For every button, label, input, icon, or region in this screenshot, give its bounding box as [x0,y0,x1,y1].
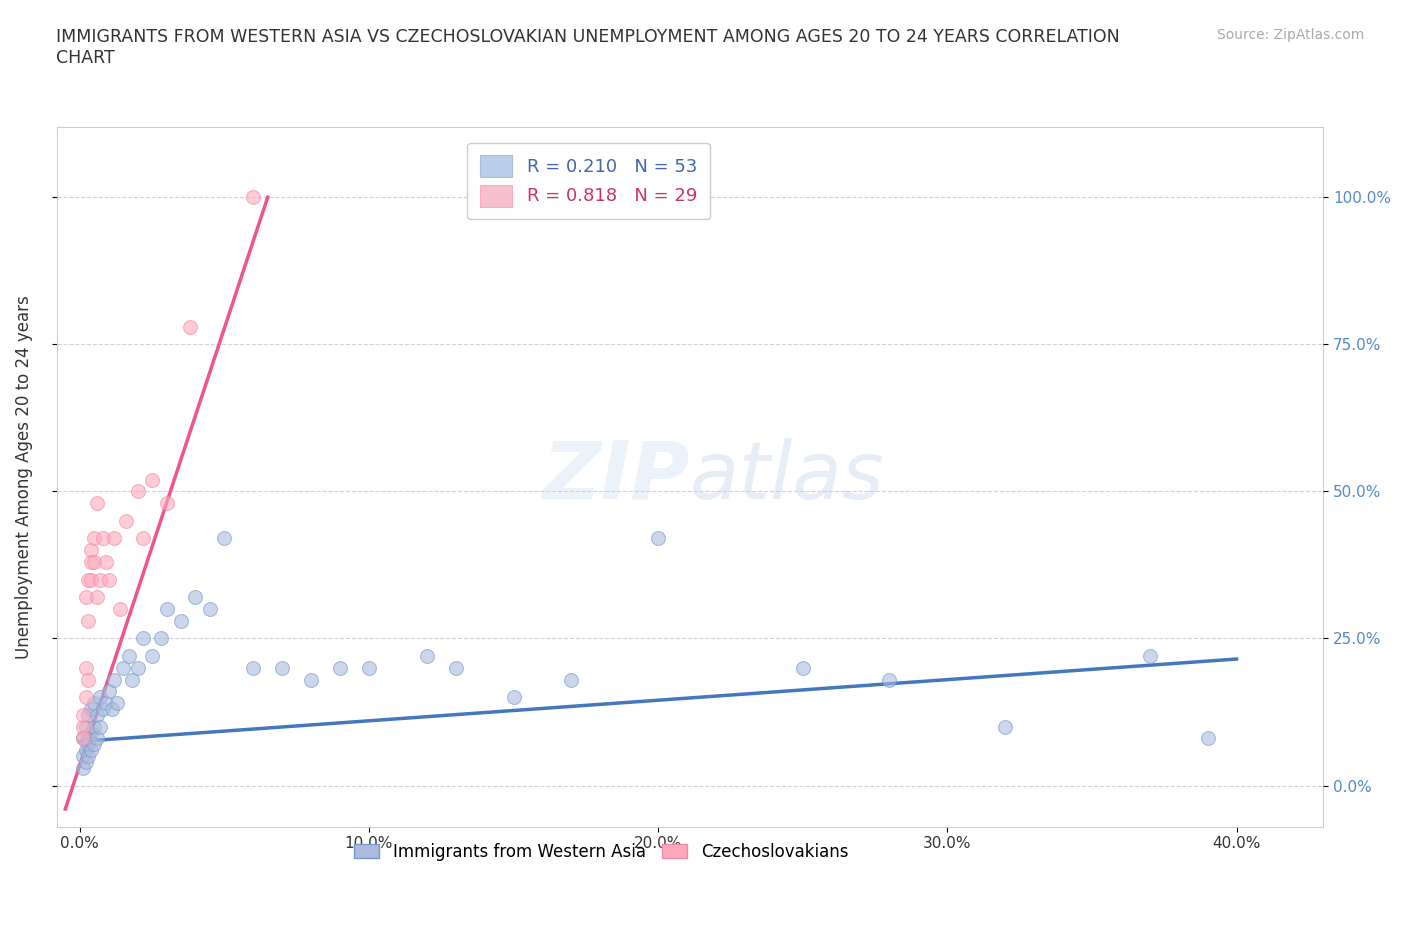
Point [72,731,94,746]
Point [994,719,1017,734]
Point [97,572,120,587]
Point [77,672,100,687]
Point [100,701,122,716]
Text: atlas: atlas [690,438,884,515]
Text: Source: ZipAtlas.com: Source: ZipAtlas.com [1216,28,1364,42]
Point [132,531,155,546]
Point [80,572,103,587]
Point [1139,648,1161,663]
Point [155,602,177,617]
Point [112,660,135,675]
Point [329,660,352,675]
Point [141,648,163,663]
Point [75,590,97,604]
Point [103,672,125,687]
Point [1197,731,1219,746]
Point [83,719,105,734]
Point [132,631,155,645]
Text: IMMIGRANTS FROM WESTERN ASIA VS CZECHOSLOVAKIAN UNEMPLOYMENT AMONG AGES 20 TO 24: IMMIGRANTS FROM WESTERN ASIA VS CZECHOSL… [56,28,1121,67]
Point [149,631,172,645]
Point [792,660,814,675]
Point [72,731,94,746]
Point [271,660,294,675]
Point [72,708,94,723]
Point [75,690,97,705]
Point [89,572,111,587]
Point [89,719,111,734]
Point [105,696,128,711]
Y-axis label: Unemployment Among Ages 20 to 24 years: Unemployment Among Ages 20 to 24 years [15,295,32,658]
Point [77,614,100,629]
Point [647,531,669,546]
Point [299,672,322,687]
Text: ZIP: ZIP [543,438,690,515]
Point [127,660,149,675]
Legend: Immigrants from Western Asia, Czechoslovakians: Immigrants from Western Asia, Czechoslov… [347,836,855,868]
Point [560,672,582,687]
Point [80,554,103,569]
Point [502,690,524,705]
Point [80,725,103,740]
Point [118,648,141,663]
Point [127,484,149,498]
Point [357,660,380,675]
Point [77,708,100,723]
Point [416,648,439,663]
Point [110,602,132,617]
Point [80,743,103,758]
Point [103,531,125,546]
Point [170,614,193,629]
Point [72,761,94,776]
Point [155,496,177,511]
Point [89,690,111,705]
Point [75,754,97,769]
Point [75,743,97,758]
Point [91,701,114,716]
Point [141,472,163,487]
Point [879,672,901,687]
Point [83,554,105,569]
Point [444,660,467,675]
Point [86,496,108,511]
Point [72,749,94,764]
Point [75,660,97,675]
Point [77,737,100,751]
Point [77,731,100,746]
Point [94,554,117,569]
Point [72,719,94,734]
Point [83,531,105,546]
Point [115,513,138,528]
Point [198,602,221,617]
Point [242,190,264,205]
Point [86,708,108,723]
Point [86,731,108,746]
Point [91,531,114,546]
Point [75,719,97,734]
Point [77,749,100,764]
Point [121,672,143,687]
Point [77,572,100,587]
Point [214,531,236,546]
Point [83,696,105,711]
Point [80,543,103,558]
Point [97,684,120,698]
Point [242,660,264,675]
Point [94,696,117,711]
Point [80,701,103,716]
Point [179,319,201,334]
Point [184,590,207,604]
Point [83,737,105,751]
Point [86,590,108,604]
